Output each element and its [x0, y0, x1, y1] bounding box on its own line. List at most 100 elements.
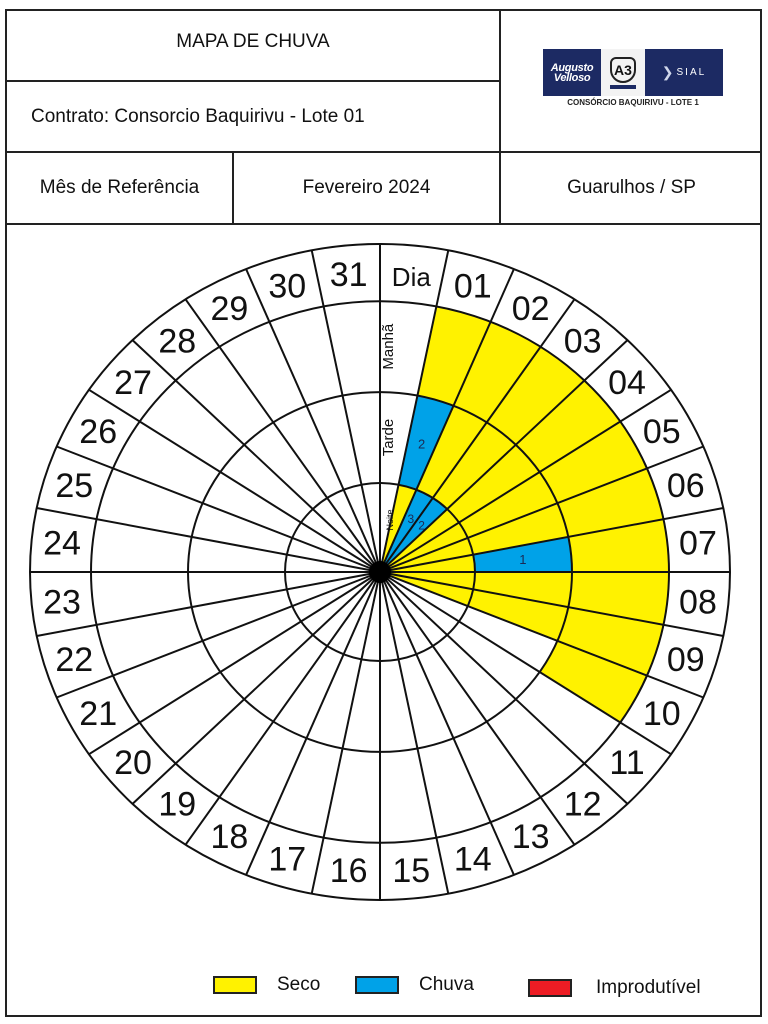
reference-month-value: Fevereiro 2024	[302, 177, 431, 198]
cell-noite-day-03	[380, 498, 448, 572]
sector-divider	[131, 339, 381, 573]
day-label-10: 10	[643, 695, 681, 733]
chevron-right-icon: ❯	[661, 64, 674, 80]
cell-tarde-day-06	[467, 503, 569, 555]
day-label-07: 07	[679, 525, 717, 563]
legend-label: Improdutível	[596, 977, 701, 998]
a3-logo: A3	[601, 49, 645, 96]
sector-divider	[56, 445, 381, 573]
day-label-06: 06	[667, 467, 705, 505]
rain-amount-label: 2	[418, 436, 425, 451]
sector-divider	[379, 388, 672, 573]
sector-divider	[379, 339, 629, 573]
cell-manha-day-09	[557, 607, 664, 676]
sector-divider	[310, 250, 381, 573]
augusto-velloso-logo: Augusto Velloso	[543, 49, 601, 96]
cell-manha-day-06	[557, 468, 664, 537]
day-label-04: 04	[608, 364, 646, 402]
logo-caption: CONSÓRCIO BAQUIRIVU - LOTE 1	[567, 98, 699, 107]
cell-manha-day-02	[453, 321, 541, 423]
sector-divider	[379, 250, 450, 573]
cell-tarde-day-03	[432, 422, 516, 510]
sector-divider	[88, 388, 381, 573]
ring-label-manha: Manhã	[380, 323, 397, 370]
day-label-11: 11	[609, 744, 644, 782]
logo-text: Augusto	[550, 61, 594, 74]
sector-divider	[36, 507, 381, 573]
sector-divider	[379, 571, 629, 805]
cell-tarde-day-07	[473, 536, 572, 572]
day-label-16: 16	[330, 852, 368, 890]
sector-divider	[379, 571, 672, 756]
cell-noite-day-02	[380, 489, 433, 572]
day-label-12: 12	[564, 785, 602, 823]
sector-divider	[184, 571, 381, 846]
day-label-28: 28	[158, 323, 196, 361]
day-label-24: 24	[43, 525, 81, 563]
location-value: Guarulhos / SP	[567, 177, 696, 198]
day-label-31: 31	[330, 256, 368, 294]
day-label-25: 25	[55, 467, 93, 505]
legend-swatch-improdutivel	[528, 979, 572, 997]
day-header-label: Dia	[392, 262, 432, 292]
cell-manha-day-04	[515, 380, 621, 473]
legend-item-seco: Seco	[213, 973, 320, 997]
cell-noite-day-04	[380, 509, 459, 572]
sector-divider	[379, 571, 450, 894]
rain-amount-label: 3	[408, 512, 415, 526]
day-label-08: 08	[679, 583, 717, 621]
legend-label: Seco	[277, 974, 321, 995]
sector-divider	[245, 571, 381, 876]
table-divider	[5, 223, 762, 225]
page-title: MAPA DE CHUVA	[176, 30, 330, 52]
day-label-02: 02	[512, 290, 550, 328]
sector-divider	[379, 571, 704, 699]
day-label-19: 19	[158, 785, 196, 823]
cell-manha-day-05	[539, 421, 647, 504]
table-divider	[232, 151, 234, 224]
day-label-27: 27	[114, 364, 152, 402]
cell-manha-day-10	[539, 640, 647, 723]
cell-manha-day-03	[486, 346, 585, 445]
sector-divider	[379, 445, 704, 573]
day-label-17: 17	[268, 840, 306, 878]
table-divider	[499, 9, 501, 224]
sector-divider	[379, 298, 576, 573]
sector-divider	[56, 571, 381, 699]
day-label-03: 03	[564, 323, 602, 361]
sector-divider	[88, 571, 381, 756]
cell-tarde-day-05	[459, 472, 558, 538]
logo-band: Augusto Velloso A3 ❯ SIAL	[543, 49, 723, 96]
sector-divider	[184, 298, 381, 573]
ring-label-tarde: Tarde	[380, 419, 397, 457]
reference-month-label: Mês de Referência	[39, 177, 200, 198]
shield-icon: A3	[610, 56, 636, 83]
cell-noite-day-05	[380, 522, 468, 572]
rain-amount-label: 1	[519, 552, 526, 567]
sector-divider	[379, 507, 724, 573]
day-label-30: 30	[268, 268, 306, 306]
table-divider	[5, 80, 501, 82]
cell-manha-day-01	[417, 306, 491, 406]
day-label-14: 14	[454, 840, 492, 878]
day-label-26: 26	[79, 413, 117, 451]
sial-logo: ❯ SIAL	[645, 49, 723, 96]
day-label-09: 09	[667, 641, 705, 679]
cell-tarde-day-02	[416, 405, 487, 498]
sector-divider	[379, 268, 515, 573]
day-label-22: 22	[55, 641, 93, 679]
day-label-15: 15	[392, 852, 430, 890]
table-divider	[5, 151, 762, 153]
logo-text: SIAL	[676, 67, 707, 78]
rain-amount-label: 2	[418, 519, 425, 533]
legend-item-improdutivel: Improdutível	[528, 976, 701, 1000]
day-label-29: 29	[210, 290, 248, 328]
legend-label: Chuva	[419, 974, 474, 995]
day-label-13: 13	[512, 818, 550, 856]
logo-tag	[610, 84, 636, 89]
sector-divider	[36, 571, 381, 637]
logo-text: Velloso	[553, 71, 591, 84]
ring-label-noite: Noite	[385, 509, 395, 530]
center-hub	[369, 561, 391, 583]
